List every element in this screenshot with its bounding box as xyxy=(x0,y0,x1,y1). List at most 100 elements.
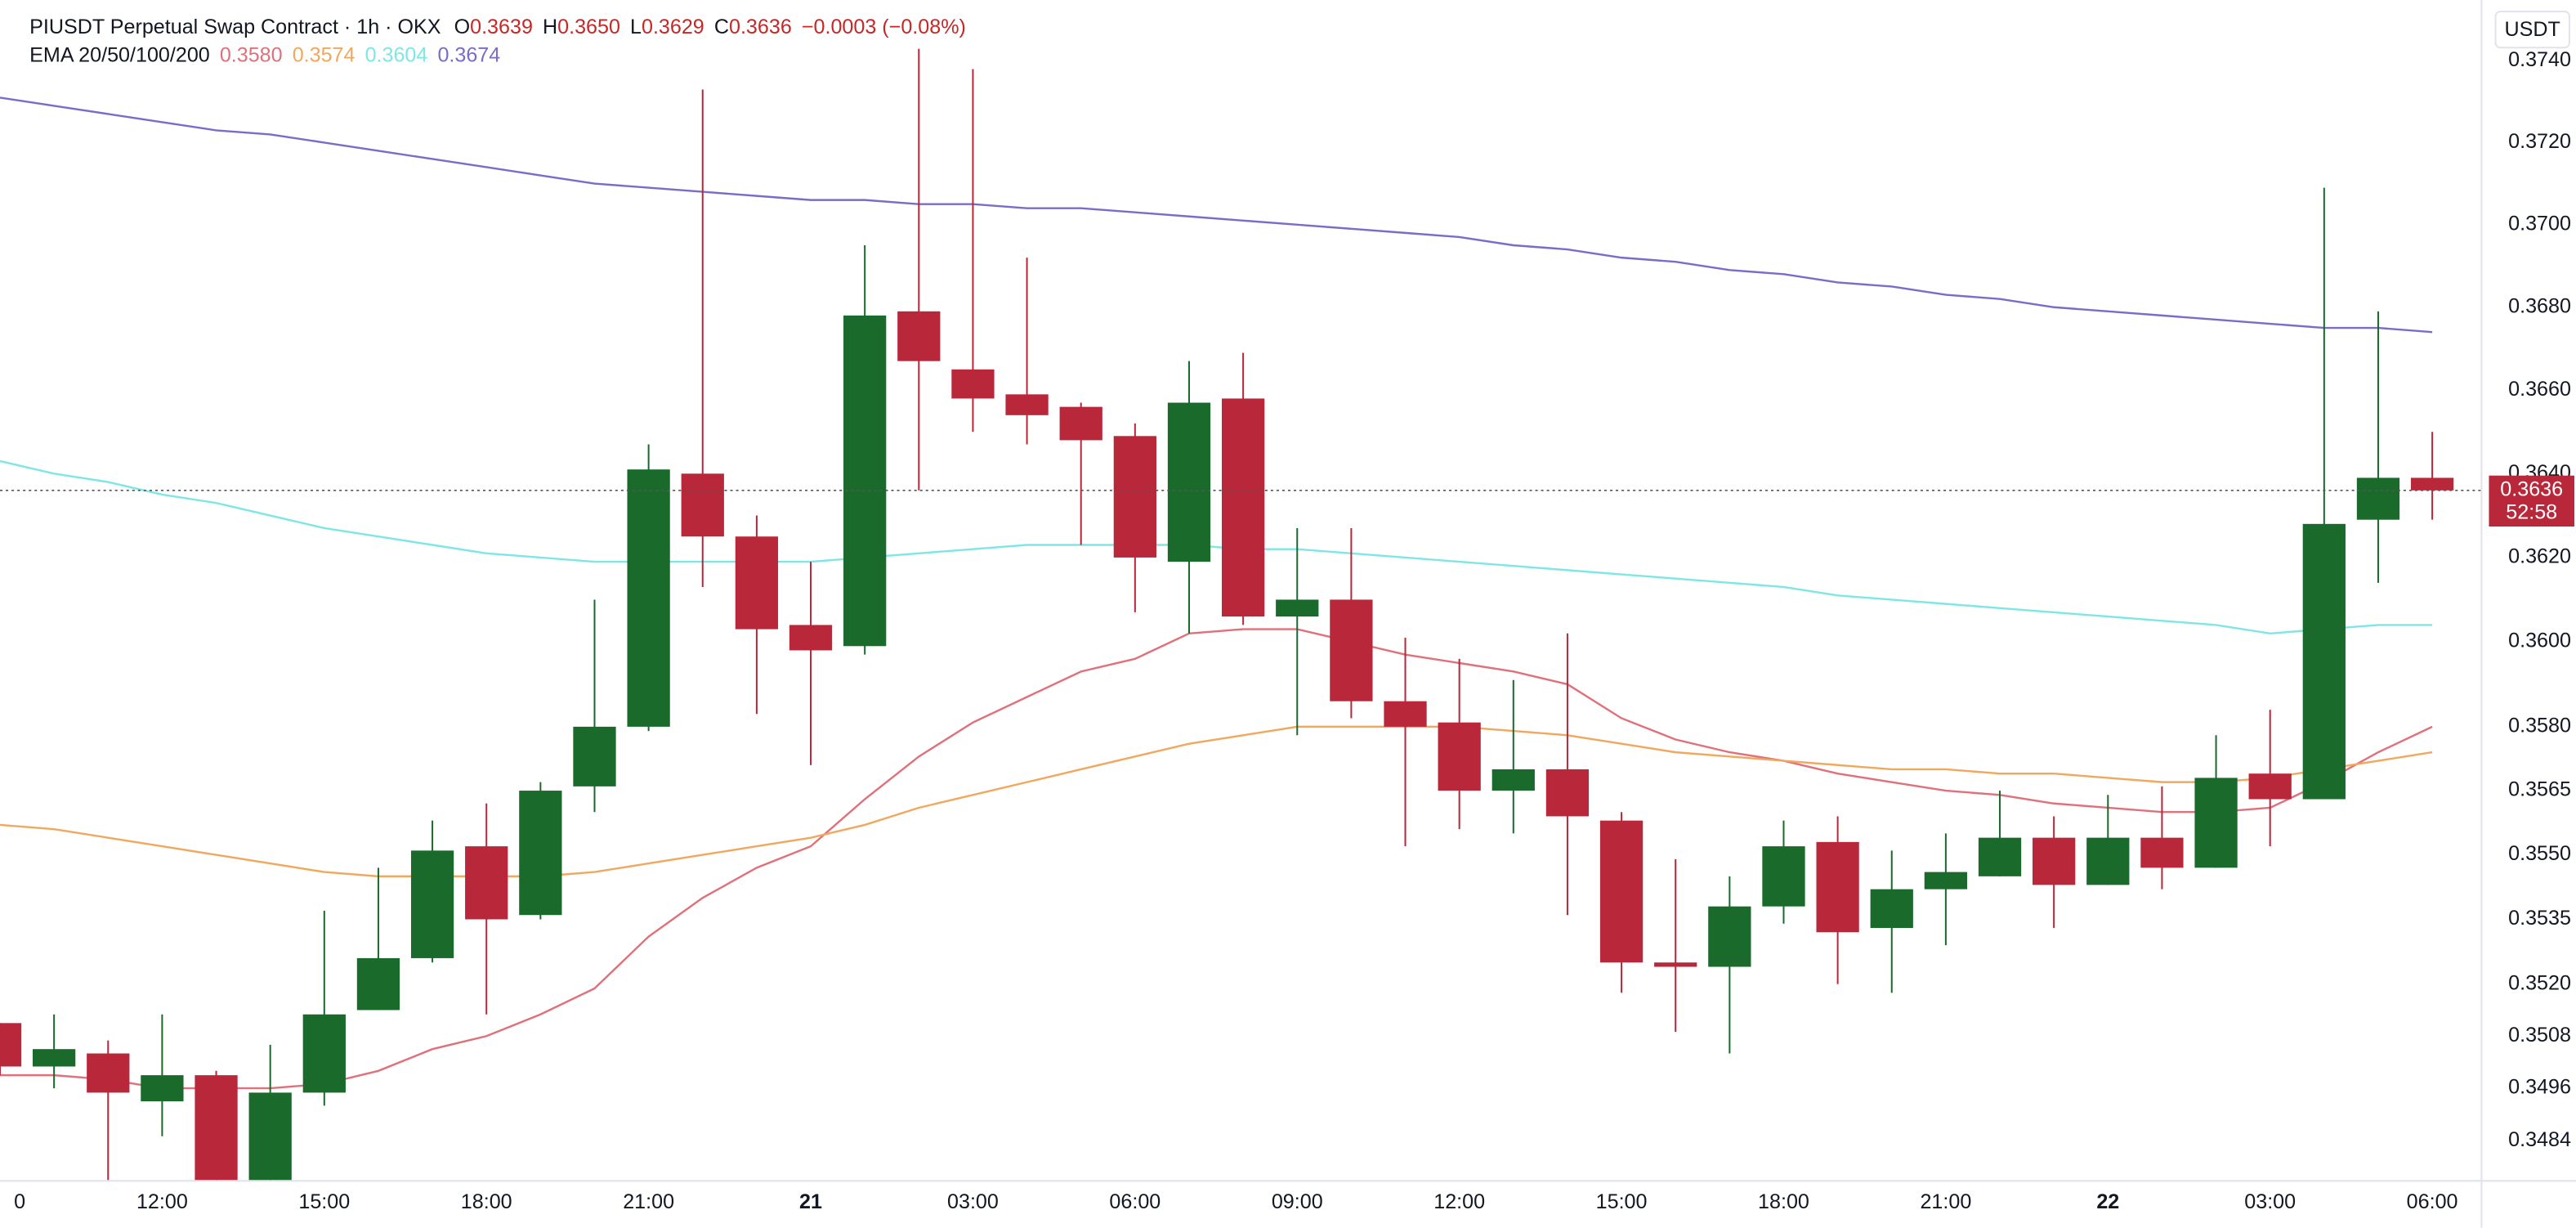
y-tick-label: 0.3550 xyxy=(2508,842,2571,865)
x-tick-label: 06:00 xyxy=(2407,1190,2458,1213)
candle-body xyxy=(681,473,724,537)
candle-body xyxy=(410,850,454,958)
candle-body xyxy=(627,469,670,727)
x-tick-label: 21:00 xyxy=(1920,1190,1971,1213)
header: PIUSDT Perpetual Swap Contract · 1h · OK… xyxy=(29,16,966,38)
candle-body xyxy=(1276,599,1319,617)
header-title: PIUSDT Perpetual Swap Contract · 1h · OK… xyxy=(29,16,441,38)
candle-body xyxy=(1491,769,1535,791)
ema-legend: EMA 20/50/100/200 0.3580 0.3574 0.3604 0.367… xyxy=(29,43,500,66)
candle-body xyxy=(356,957,400,1011)
candle-body xyxy=(2410,477,2454,491)
currency-box[interactable] xyxy=(2494,11,2570,49)
ema-label: EMA 20/50/100/200 xyxy=(29,43,210,66)
ema-value: 0.3580 xyxy=(220,43,283,66)
x-tick-label: 21 xyxy=(799,1190,822,1213)
y-tick-label: 0.3680 xyxy=(2508,294,2571,317)
candle-body xyxy=(0,1023,22,1067)
ema-line xyxy=(0,96,2433,334)
x-tick-label: 22 xyxy=(2096,1190,2119,1213)
y-tick-label: 0.3520 xyxy=(2508,971,2571,994)
candle-body xyxy=(1167,402,1211,562)
candle-body xyxy=(573,726,616,787)
ohlc-value: 0.3650 xyxy=(557,16,620,38)
candle-body xyxy=(1384,701,1427,727)
y-tick-label: 0.3720 xyxy=(2508,130,2571,153)
candle-body xyxy=(1924,872,1968,890)
x-tick-label: 0 xyxy=(14,1190,25,1213)
ema-line xyxy=(0,459,2433,634)
ohlc-key: H xyxy=(543,16,557,38)
candle-body xyxy=(2086,837,2130,885)
x-tick-label: 15:00 xyxy=(298,1190,350,1213)
y-tick-label: 0.3700 xyxy=(2508,212,2571,235)
y-tick-label: 0.3565 xyxy=(2508,778,2571,801)
change: −0.0003 (−0.08%) xyxy=(802,16,966,38)
candle-body xyxy=(843,315,887,647)
x-tick-label: 18:00 xyxy=(461,1190,512,1213)
ohlc-key: L xyxy=(630,16,642,38)
candle-body xyxy=(302,1014,346,1093)
ema-value: 0.3604 xyxy=(365,43,428,66)
last-price-tag xyxy=(2489,475,2574,527)
candle-body xyxy=(1978,837,2022,876)
candle-body xyxy=(87,1053,130,1093)
y-tick-label: 0.3484 xyxy=(2508,1128,2571,1151)
plot-area xyxy=(0,48,2481,1181)
candle-body xyxy=(2356,477,2400,520)
y-tick-label: 0.3660 xyxy=(2508,378,2571,401)
candle-body xyxy=(2302,523,2346,800)
candle-body xyxy=(951,369,995,399)
candle-body xyxy=(1816,841,1859,933)
x-tick-label: 15:00 xyxy=(1596,1190,1648,1213)
ema-value: 0.3674 xyxy=(437,43,500,66)
x-tick-label: 18:00 xyxy=(1758,1190,1809,1213)
last-price-label: 0.3636 xyxy=(2500,477,2563,500)
candle-body xyxy=(2194,778,2238,868)
x-tick-label: 09:00 xyxy=(1272,1190,1323,1213)
ema-value: 0.3574 xyxy=(293,43,356,66)
candle-body xyxy=(2248,773,2292,800)
candle-body xyxy=(465,846,508,920)
ema-line xyxy=(0,628,2433,1090)
candle-body xyxy=(735,536,779,630)
candle-body xyxy=(1870,889,1913,929)
y-tick-label: 0.3740 xyxy=(2508,48,2571,71)
candle-body xyxy=(1113,436,1156,558)
candle-body xyxy=(1059,406,1102,441)
ohlc-value: 0.3636 xyxy=(729,16,792,38)
candle-body xyxy=(789,625,833,651)
y-tick-label: 0.3580 xyxy=(2508,715,2571,737)
candle-body xyxy=(141,1075,184,1102)
candle-body xyxy=(1599,820,1644,963)
ohlc-value: 0.3629 xyxy=(642,16,704,38)
x-tick-label: 12:00 xyxy=(1433,1190,1485,1213)
y-tick-label: 0.3508 xyxy=(2508,1024,2571,1046)
candle-body xyxy=(1005,394,1049,415)
candle-body xyxy=(1708,906,1751,967)
candle-body xyxy=(1221,398,1265,617)
y-tick-label: 0.3535 xyxy=(2508,907,2571,930)
candle-body xyxy=(897,311,941,361)
ohlc-value: 0.3639 xyxy=(470,16,533,38)
candle-body xyxy=(1762,846,1805,907)
candle-body xyxy=(1545,769,1590,817)
ema-line xyxy=(0,725,2433,878)
y-tick-label: 0.3600 xyxy=(2508,630,2571,652)
candle-body xyxy=(2140,837,2184,868)
x-tick-label: 06:00 xyxy=(1109,1190,1161,1213)
candle-body xyxy=(195,1075,238,1181)
currency: USDT xyxy=(2505,18,2560,41)
candle-body xyxy=(1330,599,1373,701)
candle-body xyxy=(248,1092,292,1181)
y-tick-label: 0.3496 xyxy=(2508,1076,2571,1099)
y-tick-label: 0.3620 xyxy=(2508,545,2571,568)
candle-body xyxy=(2033,837,2076,885)
countdown: 52:58 xyxy=(2506,501,2557,524)
ohlc-key: O xyxy=(454,16,471,38)
x-tick-label: 21:00 xyxy=(623,1190,674,1213)
x-tick-label: 03:00 xyxy=(947,1190,999,1213)
ohlc-key: C xyxy=(714,16,729,38)
